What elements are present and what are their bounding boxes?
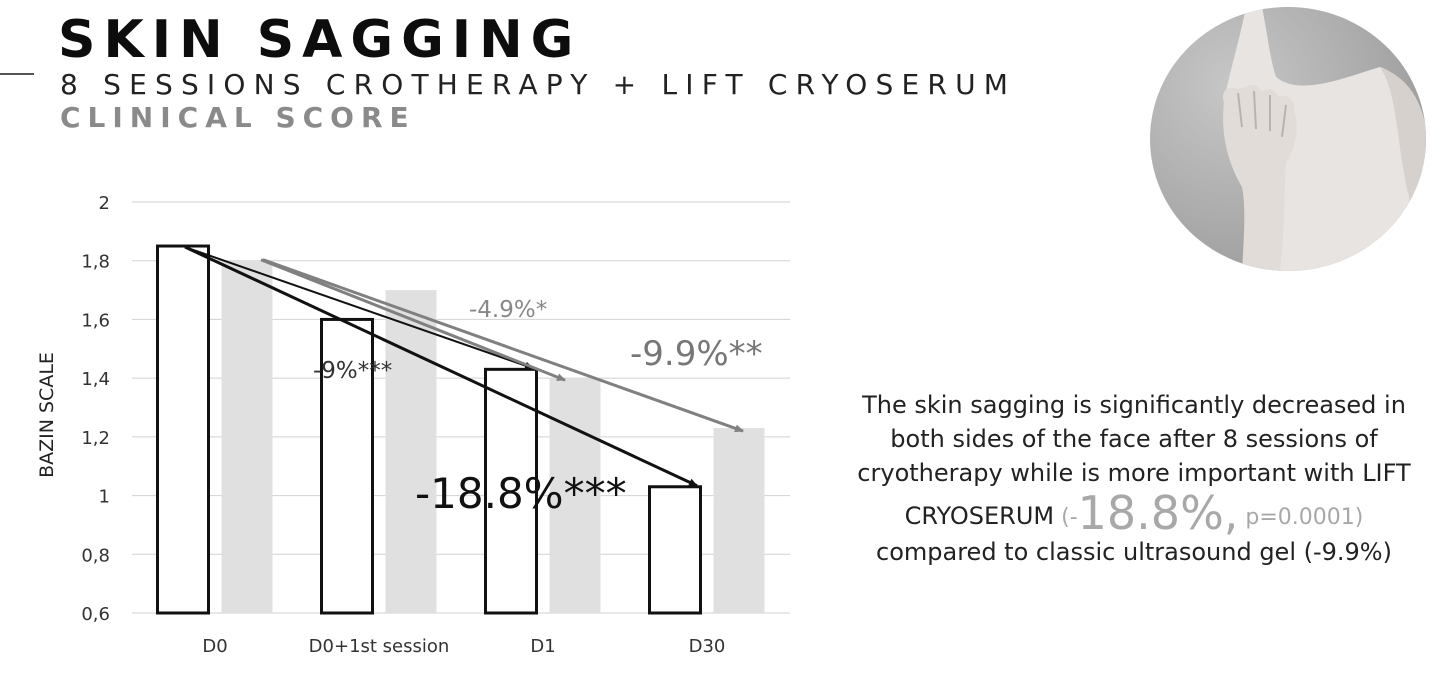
y-tick-label: 1,4 [81, 369, 110, 390]
bar-gel-1 [385, 290, 437, 613]
bar-gel-3 [713, 428, 765, 613]
y-tick-label: 0,6 [81, 604, 110, 625]
arrow-d30-gel [262, 258, 744, 433]
y-axis-ticks: 0,6 0,8 1 1,2 1,4 1,6 1,8 2 [81, 193, 110, 625]
summary-cryoserum: CRYOSERUM [904, 502, 1055, 530]
bars [156, 244, 765, 615]
y-tick-label: 0,8 [81, 545, 110, 566]
y-tick-label: 1,6 [81, 310, 110, 331]
summary-line-3: cryotherapy while is more important with… [857, 459, 1411, 487]
x-tick-label: D0 [202, 636, 227, 657]
bar-cryoserum-2 [484, 367, 538, 615]
y-tick-label: 1 [99, 487, 110, 508]
arrow-d1-gel [260, 258, 566, 382]
y-tick-label: 1,2 [81, 428, 110, 449]
x-axis-labels: D0 D0+1st session D1 D30 [202, 636, 725, 657]
accent-line [0, 73, 34, 75]
bar-gel-0 [221, 260, 273, 613]
x-tick-label: D1 [530, 636, 555, 657]
x-tick-label: D0+1st session [309, 636, 450, 657]
bar-cryoserum-1 [320, 317, 374, 615]
page-subtitle: 8 SESSIONS CROTHERAPY + LIFT CRYOSERUM [60, 68, 1017, 101]
trend-arrows [184, 245, 744, 488]
annotation-label: -9%*** [313, 358, 392, 384]
bar-cryoserum-3 [648, 485, 702, 615]
annotation-label: -4.9%* [469, 297, 547, 323]
summary-highlight-value: 18.8%, [1077, 486, 1239, 540]
summary-paren-open: (- [1054, 505, 1078, 530]
summary-line-1: The skin sagging is significantly decrea… [862, 391, 1406, 419]
x-tick-label: D30 [689, 636, 726, 657]
page-title: SKIN SAGGING [58, 10, 582, 70]
y-axis-title: BAZIN SCALE [36, 352, 58, 478]
annotations: -9%*** -4.9%* -9.9%** -18.8%*** [313, 297, 763, 518]
summary-line-5: compared to classic ultrasound gel (-9.9… [876, 538, 1392, 566]
y-tick-label: 1,8 [81, 252, 110, 273]
summary-p-value: p=0.0001) [1238, 505, 1364, 530]
arrow-d1-cryoserum [184, 246, 534, 370]
bar-cryoserum-0 [156, 244, 210, 615]
arrow-d30-cryoserum [184, 245, 698, 488]
summary-text: The skin sagging is significantly decrea… [836, 388, 1432, 569]
page-subtitle-secondary: CLINICAL SCORE [60, 101, 416, 134]
bar-gel-2 [549, 378, 601, 613]
annotation-label: -18.8%*** [415, 469, 627, 518]
y-tick-label: 2 [99, 193, 110, 214]
face-hand-photo-icon [1150, 7, 1426, 271]
summary-line-2: both sides of the face after 8 sessions … [890, 425, 1378, 453]
summary-line-4: CRYOSERUM (-18.8%, p=0.0001) [836, 490, 1432, 536]
annotation-label: -9.9%** [630, 334, 763, 374]
